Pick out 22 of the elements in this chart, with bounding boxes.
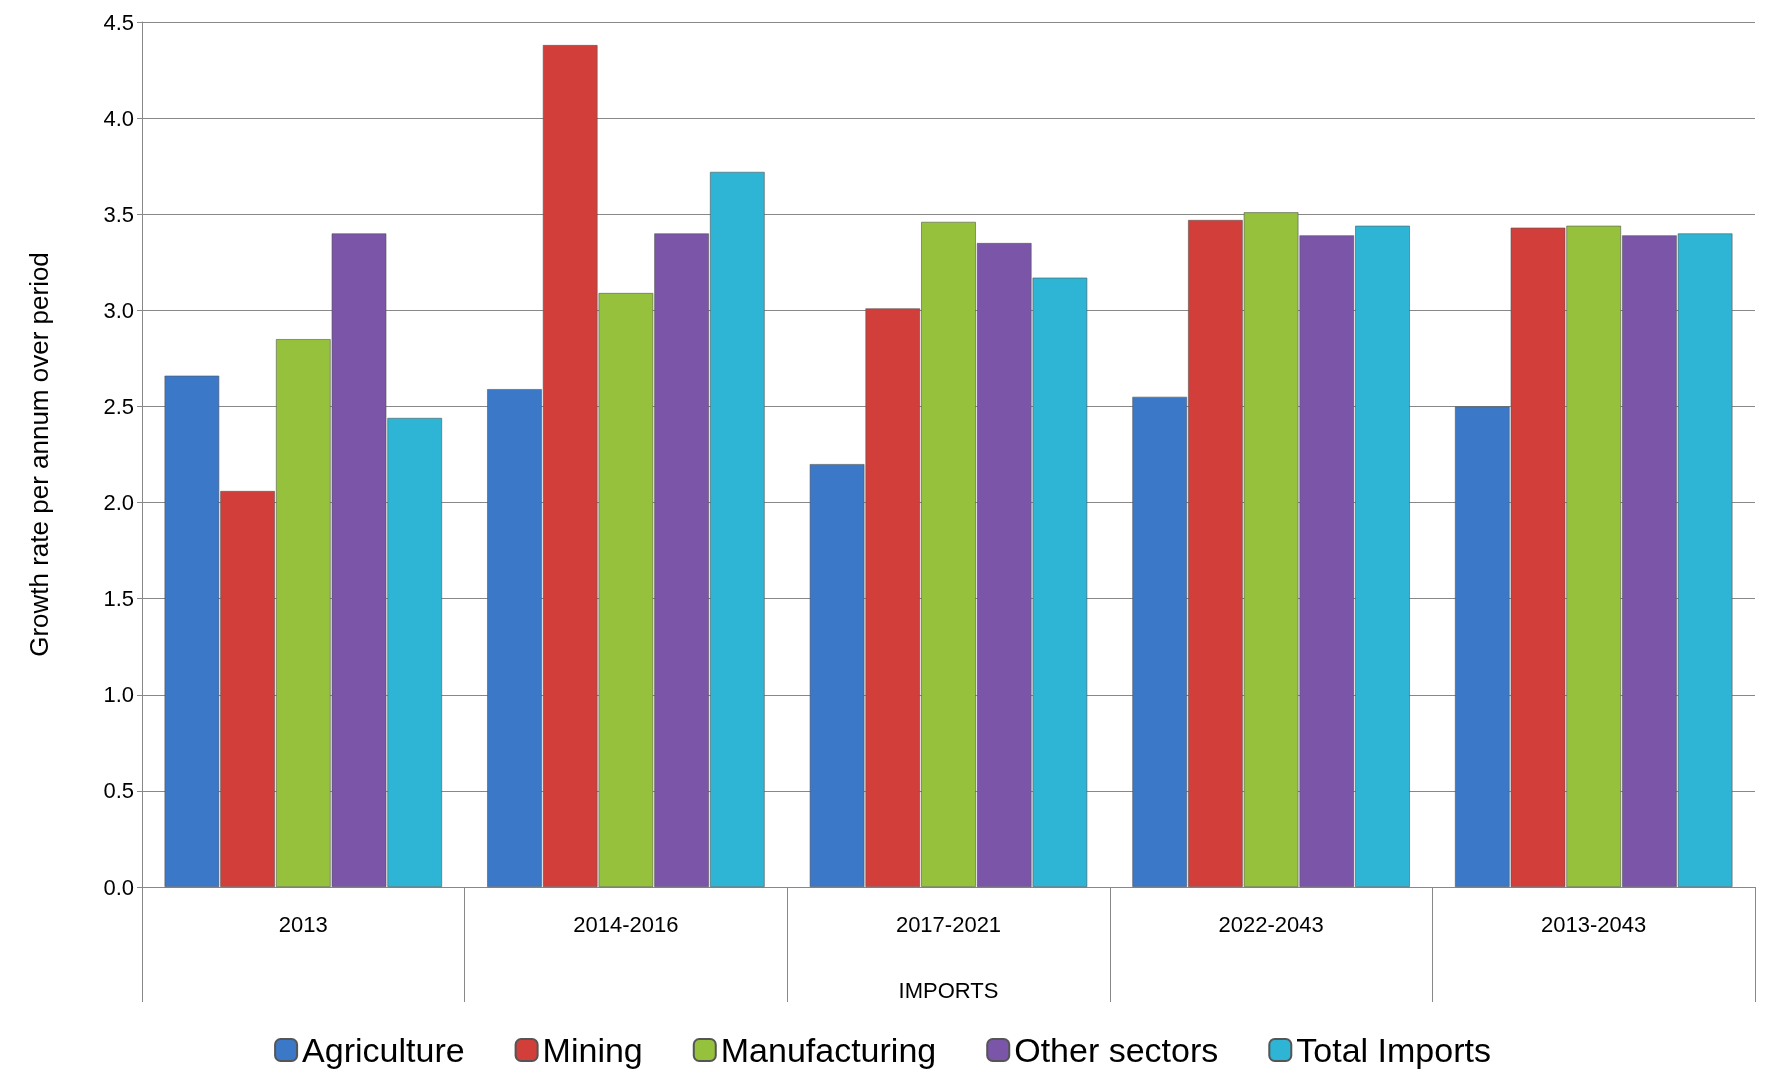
x-tick-label: 2022-2043 [1218,911,1324,937]
legend-label: Agriculture [302,1031,465,1069]
y-tick-label: 4.5 [103,9,134,35]
x-axis-title: IMPORTS [898,977,999,1003]
legend-label: Manufacturing [720,1031,937,1069]
x-tick-label: 2017-2021 [895,911,1002,937]
y-tick-label: 2.0 [103,490,134,516]
y-tick-label: 1.5 [103,586,134,612]
x-tick-label: 2013-2043 [1541,911,1647,937]
y-tick-label: 3.0 [103,297,134,323]
y-tick-label: 1.0 [103,682,134,708]
y-tick-label: 4.0 [103,105,134,131]
x-tick-label: 2013 [278,911,328,937]
legend-label: Total Imports [1296,1031,1491,1069]
y-tick-label: 0.0 [103,874,134,900]
y-tick-label: 0.5 [103,778,134,804]
y-axis-title: Growth rate per annum over period [24,252,54,657]
x-tick-label: 2014-2016 [573,911,679,937]
y-tick-label: 3.5 [103,201,134,227]
y-tick-label: 2.5 [103,393,134,419]
legend-label: Mining [542,1031,643,1069]
legend-label: Other sectors [1014,1031,1219,1069]
